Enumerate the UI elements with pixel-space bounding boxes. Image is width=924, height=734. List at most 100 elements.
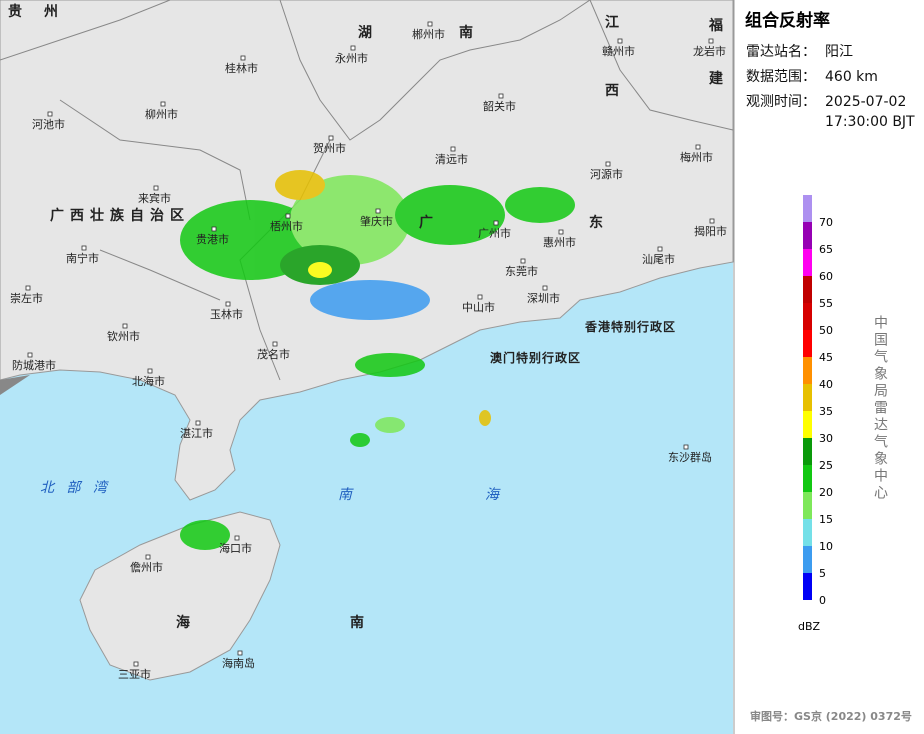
- province-label: 建: [709, 70, 729, 87]
- city-label: 梧州市: [270, 219, 303, 233]
- city-marker: [225, 301, 231, 307]
- radar-echo: [180, 170, 575, 550]
- station-label: 雷达站名：: [746, 44, 816, 60]
- city-label: 贺州市: [313, 141, 346, 155]
- city-marker: [47, 111, 53, 117]
- sea-label: 北 部 湾: [40, 480, 111, 496]
- province-label: 海: [176, 614, 196, 631]
- province-label: 福: [708, 17, 729, 34]
- legend-label: 10: [819, 540, 833, 553]
- city-label: 河源市: [590, 167, 623, 181]
- province-label: 西: [605, 83, 625, 99]
- city-label: 北海市: [132, 374, 165, 388]
- sidebar: 组合反射率 雷达站名： 阳江 数据范围： 460 km 观测时间： 2025-0…: [745, 10, 915, 723]
- city-marker: [122, 323, 128, 329]
- legend-swatch: [803, 357, 812, 384]
- time-label: 观测时间：: [746, 94, 816, 110]
- legend-label: 60: [819, 270, 833, 283]
- map: 贵 州 湖 南 江 西 福 建 广 东 广西壮族自治区 海 南 北 部 湾 南 …: [0, 0, 734, 734]
- city-label: 清远市: [435, 152, 468, 166]
- title: 组合反射率: [745, 10, 830, 31]
- city-label: 揭阳市: [694, 224, 727, 238]
- city-marker: [160, 101, 166, 107]
- approval: 审图号：GS京 (2022) 0372号: [750, 709, 912, 723]
- legend-label: 50: [819, 324, 833, 337]
- city-label: 永州市: [335, 51, 368, 65]
- city-label: 赣州市: [602, 44, 635, 58]
- province-label: 南: [350, 614, 370, 631]
- city-marker: [153, 185, 159, 191]
- city-marker: [617, 38, 623, 44]
- city-marker: [145, 554, 151, 560]
- city-marker: [709, 218, 715, 224]
- city-label: 龙岩市: [693, 44, 726, 58]
- city-marker: [375, 208, 381, 214]
- city-marker: [493, 220, 499, 226]
- city-label: 钦州市: [107, 329, 140, 343]
- city-label: 柳州市: [145, 107, 178, 121]
- legend-swatch: [803, 465, 812, 492]
- city-label: 湛江市: [180, 426, 213, 440]
- time: 17:30:00 BJT: [825, 114, 915, 130]
- province-label: 东: [589, 214, 609, 231]
- city-marker: [477, 294, 483, 300]
- legend-swatch: [803, 573, 812, 600]
- legend-swatch: [803, 195, 812, 222]
- province-label: 南: [459, 24, 479, 41]
- city-label: 郴州市: [412, 27, 445, 41]
- city-label: 贵港市: [196, 232, 229, 246]
- city-label: 河池市: [32, 117, 65, 131]
- legend-swatch: [803, 384, 812, 411]
- legend-label: 20: [819, 486, 833, 499]
- city-label: 海口市: [219, 541, 252, 555]
- legend-swatch: [803, 411, 812, 438]
- city-marker: [350, 45, 356, 51]
- legend-label: 25: [819, 459, 833, 472]
- sea-label: 南: [338, 487, 356, 503]
- city-marker: [427, 21, 433, 27]
- legend-label: 45: [819, 351, 833, 364]
- city-label: 广州市: [478, 226, 511, 240]
- legend-label: 65: [819, 243, 833, 256]
- unit: dBZ: [798, 620, 821, 633]
- city-label: 梅州市: [680, 150, 713, 164]
- city-marker: [195, 420, 201, 426]
- legend-swatch: [803, 249, 812, 276]
- city-marker: [234, 535, 240, 541]
- city-marker: [450, 146, 456, 152]
- city-marker: [520, 258, 526, 264]
- city-label: 东沙群岛: [668, 450, 712, 464]
- province-label: 州: [43, 4, 64, 20]
- city-label: 中山市: [462, 300, 495, 314]
- city-marker: [328, 135, 334, 141]
- legend-label: 70: [819, 216, 833, 229]
- city-marker: [272, 341, 278, 347]
- city-marker: [240, 55, 246, 61]
- city-label: 崇左市: [10, 291, 43, 305]
- legend: 0 5 10 15 20 25 30 35 40 45 50 55 60 65 70: [803, 195, 833, 607]
- region-label: 香港特别行政区: [584, 319, 676, 334]
- city-marker: [695, 144, 701, 150]
- city-label: 防城港市: [12, 358, 56, 372]
- legend-swatch: [803, 492, 812, 519]
- city-marker: [285, 213, 291, 219]
- date: 2025-07-02: [825, 94, 906, 110]
- city-marker: [237, 650, 243, 656]
- legend-swatch: [803, 303, 812, 330]
- province-label: 湖: [358, 25, 378, 41]
- legend-swatch: [803, 546, 812, 573]
- city-marker: [605, 161, 611, 167]
- province-label: 广西壮族自治区: [50, 207, 190, 224]
- legend-label: 5: [819, 567, 826, 580]
- source: 中国气象局雷达气象中心: [872, 315, 888, 502]
- city-label: 儋州市: [130, 560, 163, 574]
- legend-label: 15: [819, 513, 833, 526]
- city-label: 深圳市: [527, 291, 560, 305]
- city-label: 汕尾市: [642, 252, 675, 266]
- vietnam: [0, 375, 30, 395]
- city-marker: [81, 245, 87, 251]
- city-label: 桂林市: [225, 61, 258, 75]
- legend-swatch: [803, 438, 812, 465]
- city-label: 南宁市: [66, 251, 99, 265]
